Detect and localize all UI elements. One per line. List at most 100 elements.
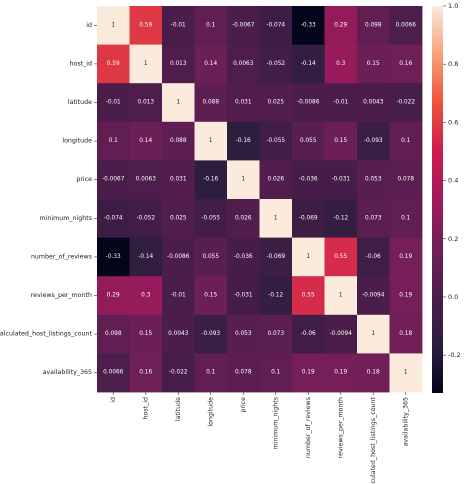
y-tick-label: number_of_reviews [31, 253, 92, 260]
heatmap-cell [97, 6, 130, 45]
heatmap-cell [259, 237, 293, 277]
heatmap-cell [357, 353, 390, 393]
cell-value-label: 0.15 [204, 293, 217, 299]
cell-value-label: 0.031 [170, 177, 187, 183]
cell-value-label: -0.036 [234, 254, 253, 260]
cell-value-label: -0.055 [201, 215, 220, 221]
heatmap-cell [97, 44, 130, 84]
cell-value-label: 0.1 [206, 22, 216, 28]
colorbar-tick-label: 1.0 [448, 2, 458, 10]
x-tick-label: price [240, 397, 247, 413]
cell-value-label: 0.055 [300, 138, 317, 144]
x-tick-label: host_id [142, 397, 149, 420]
heatmap-cell [97, 314, 130, 354]
heatmap-cell [162, 44, 195, 84]
cell-value-label: -0.093 [201, 331, 220, 337]
cell-value-label: 0.025 [267, 100, 284, 106]
colorbar-tick-label: -0.2 [448, 351, 461, 359]
heatmap-cell [357, 160, 390, 200]
cell-value-label: -0.069 [299, 215, 318, 221]
cell-value-label: 0.0063 [233, 61, 254, 67]
cell-value-label: 0.055 [202, 254, 219, 260]
heatmap-cell [357, 314, 390, 354]
heatmap-cell [324, 6, 358, 45]
cell-value-label: 0.19 [399, 254, 412, 260]
y-tick-label: reviews_per_month [31, 292, 92, 299]
cell-value-label: 0.55 [334, 254, 347, 260]
heatmap-cell [194, 6, 228, 45]
x-tick-label: longitude [207, 397, 214, 427]
cell-value-label: -0.14 [138, 254, 153, 260]
heatmap-cell [357, 44, 390, 84]
heatmap-cell [324, 83, 358, 123]
heatmap-cell [357, 237, 390, 277]
cell-value-label: 0.0063 [136, 177, 157, 183]
heatmap-cell [324, 237, 358, 277]
heatmap-cell [357, 83, 390, 123]
cell-value-label: 0.14 [139, 138, 152, 144]
y-tick-label: latitude [68, 99, 92, 106]
cell-value-label: -0.06 [301, 331, 316, 337]
cell-value-label: 0.16 [139, 370, 152, 376]
heatmap-cell [194, 44, 228, 84]
cell-value-label: 0.098 [105, 331, 122, 337]
heatmap-cell [292, 44, 325, 84]
cell-value-label: -0.0067 [102, 177, 125, 183]
cell-value-label: 0.59 [139, 22, 152, 28]
cell-value-label: 0.1 [109, 138, 119, 144]
heatmap-cell [162, 160, 195, 200]
heatmap-cell [129, 314, 163, 354]
heatmap-cell [194, 121, 228, 161]
heatmap-cell [162, 237, 195, 277]
heatmap-cell [162, 6, 195, 45]
cell-value-label: -0.06 [366, 254, 381, 260]
cell-value-label: 0.16 [399, 61, 412, 67]
heatmap-cell [389, 237, 423, 277]
cell-value-label: 1 [339, 293, 343, 299]
heatmap-cell [129, 6, 163, 45]
heatmap-cell [259, 6, 293, 45]
cell-value-label: 0.026 [267, 177, 284, 183]
heatmap-cell [357, 276, 390, 316]
cell-value-label: 1 [371, 331, 375, 337]
cell-value-label: -0.0086 [167, 254, 190, 260]
x-tick-labels: id host_id latitude longitude price minimum_n… [110, 392, 409, 484]
heatmap-cell [227, 199, 260, 238]
heatmap-cell [259, 276, 293, 316]
heatmap-cell [389, 353, 423, 393]
heatmap-cell [227, 121, 260, 161]
heatmap-cell [162, 199, 195, 238]
heatmap-cells: 1 0.59 -0.01 0.1 -0.0067 -0.074 -0.33 0.29 0.098… [97, 6, 423, 393]
cell-value-label: -0.33 [301, 22, 316, 28]
cell-value-label: 0.0043 [363, 100, 384, 106]
cell-value-label: 1 [404, 370, 408, 376]
cell-value-label: 0.15 [334, 138, 347, 144]
heatmap-cell [227, 314, 260, 354]
cell-value-label: -0.074 [104, 215, 123, 221]
x-tick-label: calculated_host_listings_count [370, 396, 377, 484]
cell-value-label: -0.0086 [297, 100, 320, 106]
cell-value-label: -0.031 [331, 177, 350, 183]
heatmap-cell [389, 314, 423, 354]
heatmap-cell [292, 6, 325, 45]
cell-value-label: -0.12 [333, 215, 348, 221]
cell-value-label: -0.12 [268, 293, 283, 299]
cell-value-label: 0.15 [139, 331, 152, 337]
cell-value-label: 0.025 [170, 215, 187, 221]
heatmap-cell [292, 276, 325, 316]
heatmap-cell [357, 121, 390, 161]
cell-value-label: -0.031 [234, 293, 253, 299]
heatmap-cell [324, 121, 358, 161]
colorbar-tick-label: 0.4 [448, 177, 458, 185]
heatmap-cell [389, 199, 423, 238]
cell-value-label: -0.069 [266, 254, 285, 260]
heatmap-cell [129, 83, 163, 123]
heatmap-cell [194, 160, 228, 200]
heatmap-cell [357, 6, 390, 45]
cell-value-label: -0.052 [136, 215, 155, 221]
heatmap-cell [292, 83, 325, 123]
colorbar-gradient [432, 6, 443, 393]
cell-value-label: 1 [111, 22, 115, 28]
cell-value-label: 0.1 [401, 138, 411, 144]
cell-value-label: 1 [274, 215, 278, 221]
